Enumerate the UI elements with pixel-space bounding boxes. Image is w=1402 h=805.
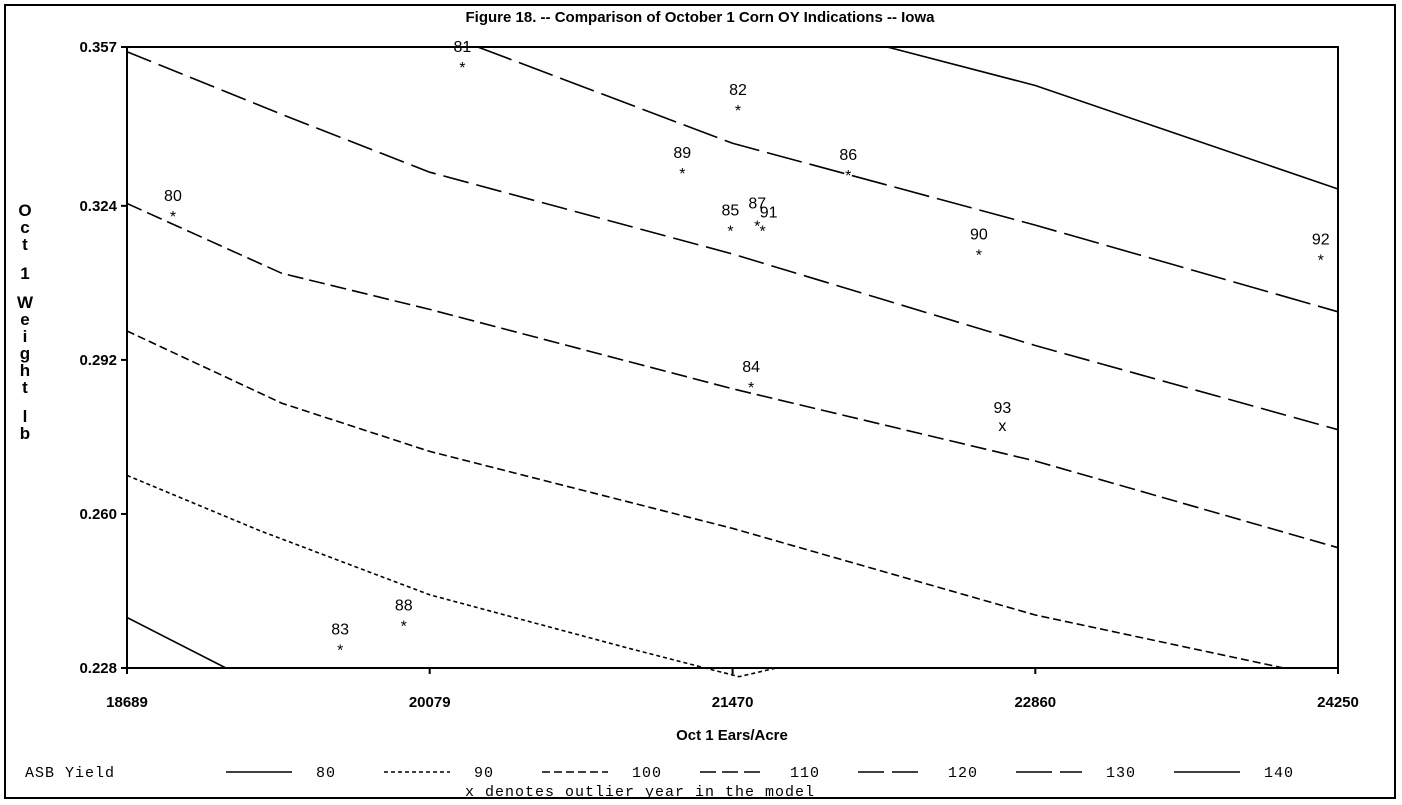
y-tick-label: 0.292 [79, 352, 117, 369]
data-point-label: 84 [742, 359, 760, 376]
contour-line-130 [477, 46, 1339, 313]
legend-entry-label: 100 [632, 765, 662, 782]
legend: ASB Yield 80 90 100 110 120 130 140 [25, 765, 1294, 782]
data-point-marker: * [735, 103, 741, 120]
outlier-footnote: x denotes outlier year in the model [465, 784, 815, 801]
y-tick-label: 0.324 [79, 198, 117, 215]
data-point-label: 88 [395, 597, 413, 614]
contour-line-90 [126, 474, 777, 678]
y-tick-label: 0.228 [79, 660, 117, 677]
data-points: *80*81*82*83*84*85*86*87*88*89*90*91*92x… [164, 39, 1330, 659]
data-point-label: 82 [729, 82, 747, 99]
data-point-marker: * [679, 166, 685, 183]
x-tick-label: 22860 [1014, 694, 1056, 711]
data-point-label: 92 [1312, 231, 1330, 248]
data-point-label: 90 [970, 227, 988, 244]
legend-entry-label: 110 [790, 765, 820, 782]
y-axis-label-char: t [22, 378, 28, 397]
data-point-marker: * [401, 618, 407, 635]
y-axis-label-char: t [22, 235, 28, 254]
legend-entry-label: 90 [474, 765, 494, 782]
data-point-marker: * [727, 224, 733, 241]
contour-line-110 [126, 202, 1339, 549]
data-point-marker: * [845, 168, 851, 185]
data-point-label: 91 [760, 205, 778, 222]
legend-entry-label: 130 [1106, 765, 1136, 782]
contour-lines [126, 46, 1339, 678]
data-point-marker: * [754, 219, 760, 236]
legend-entry-label: 140 [1264, 765, 1294, 782]
y-tick-label: 0.260 [79, 506, 117, 523]
y-axis-label-char: g [20, 344, 30, 363]
figure-frame [4, 4, 1396, 799]
y-tick-label: 0.357 [79, 39, 117, 56]
data-point-marker: * [459, 60, 465, 77]
data-point-label: 87 [748, 196, 766, 213]
y-axis-label-char: i [23, 327, 28, 346]
data-point-marker: * [337, 642, 343, 659]
y-axis-label-char: e [20, 310, 29, 329]
legend-title: ASB Yield [25, 765, 115, 782]
plot-area [126, 46, 1339, 669]
x-tick-label: 21470 [712, 694, 754, 711]
data-point-label: 89 [673, 145, 691, 162]
data-point-marker: * [748, 380, 754, 397]
data-point-marker: * [976, 248, 982, 265]
data-point-marker: * [760, 224, 766, 241]
y-axis-label-char: 1 [20, 264, 29, 283]
contour-line-100 [126, 330, 1284, 669]
y-axis-ticks: 0.357 0.324 0.292 0.260 0.228 [79, 39, 127, 677]
data-point-label: 81 [453, 39, 471, 56]
legend-entry-label: 120 [948, 765, 978, 782]
y-axis-label-char: l [23, 407, 28, 426]
data-point-label: 85 [722, 203, 740, 220]
y-axis-label-char: W [17, 293, 34, 312]
x-tick-label: 18689 [106, 694, 148, 711]
data-point-label: 93 [994, 400, 1012, 417]
x-tick-label: 20079 [409, 694, 451, 711]
y-axis-label-char: O [18, 201, 31, 220]
x-axis-label: Oct 1 Ears/Acre [676, 727, 788, 744]
data-point-label: 80 [164, 188, 182, 205]
data-point-marker: * [170, 209, 176, 226]
y-axis-label-char: b [20, 424, 30, 443]
x-axis-ticks: 18689 20079 21470 22860 24250 [106, 668, 1359, 711]
y-axis-label-char: c [20, 218, 29, 237]
contour-line-80 [126, 616, 227, 669]
chart-title: Figure 18. -- Comparison of October 1 Co… [466, 9, 936, 26]
legend-entry-label: 80 [316, 765, 336, 782]
y-axis-label-char: h [20, 361, 30, 380]
contour-line-120 [126, 51, 1339, 431]
contour-line-140 [886, 46, 1339, 190]
data-point-label: 86 [839, 147, 857, 164]
x-tick-label: 24250 [1317, 694, 1359, 711]
data-point-marker: * [1318, 252, 1324, 269]
data-point-marker: x [998, 418, 1006, 435]
data-point-label: 83 [331, 621, 349, 638]
